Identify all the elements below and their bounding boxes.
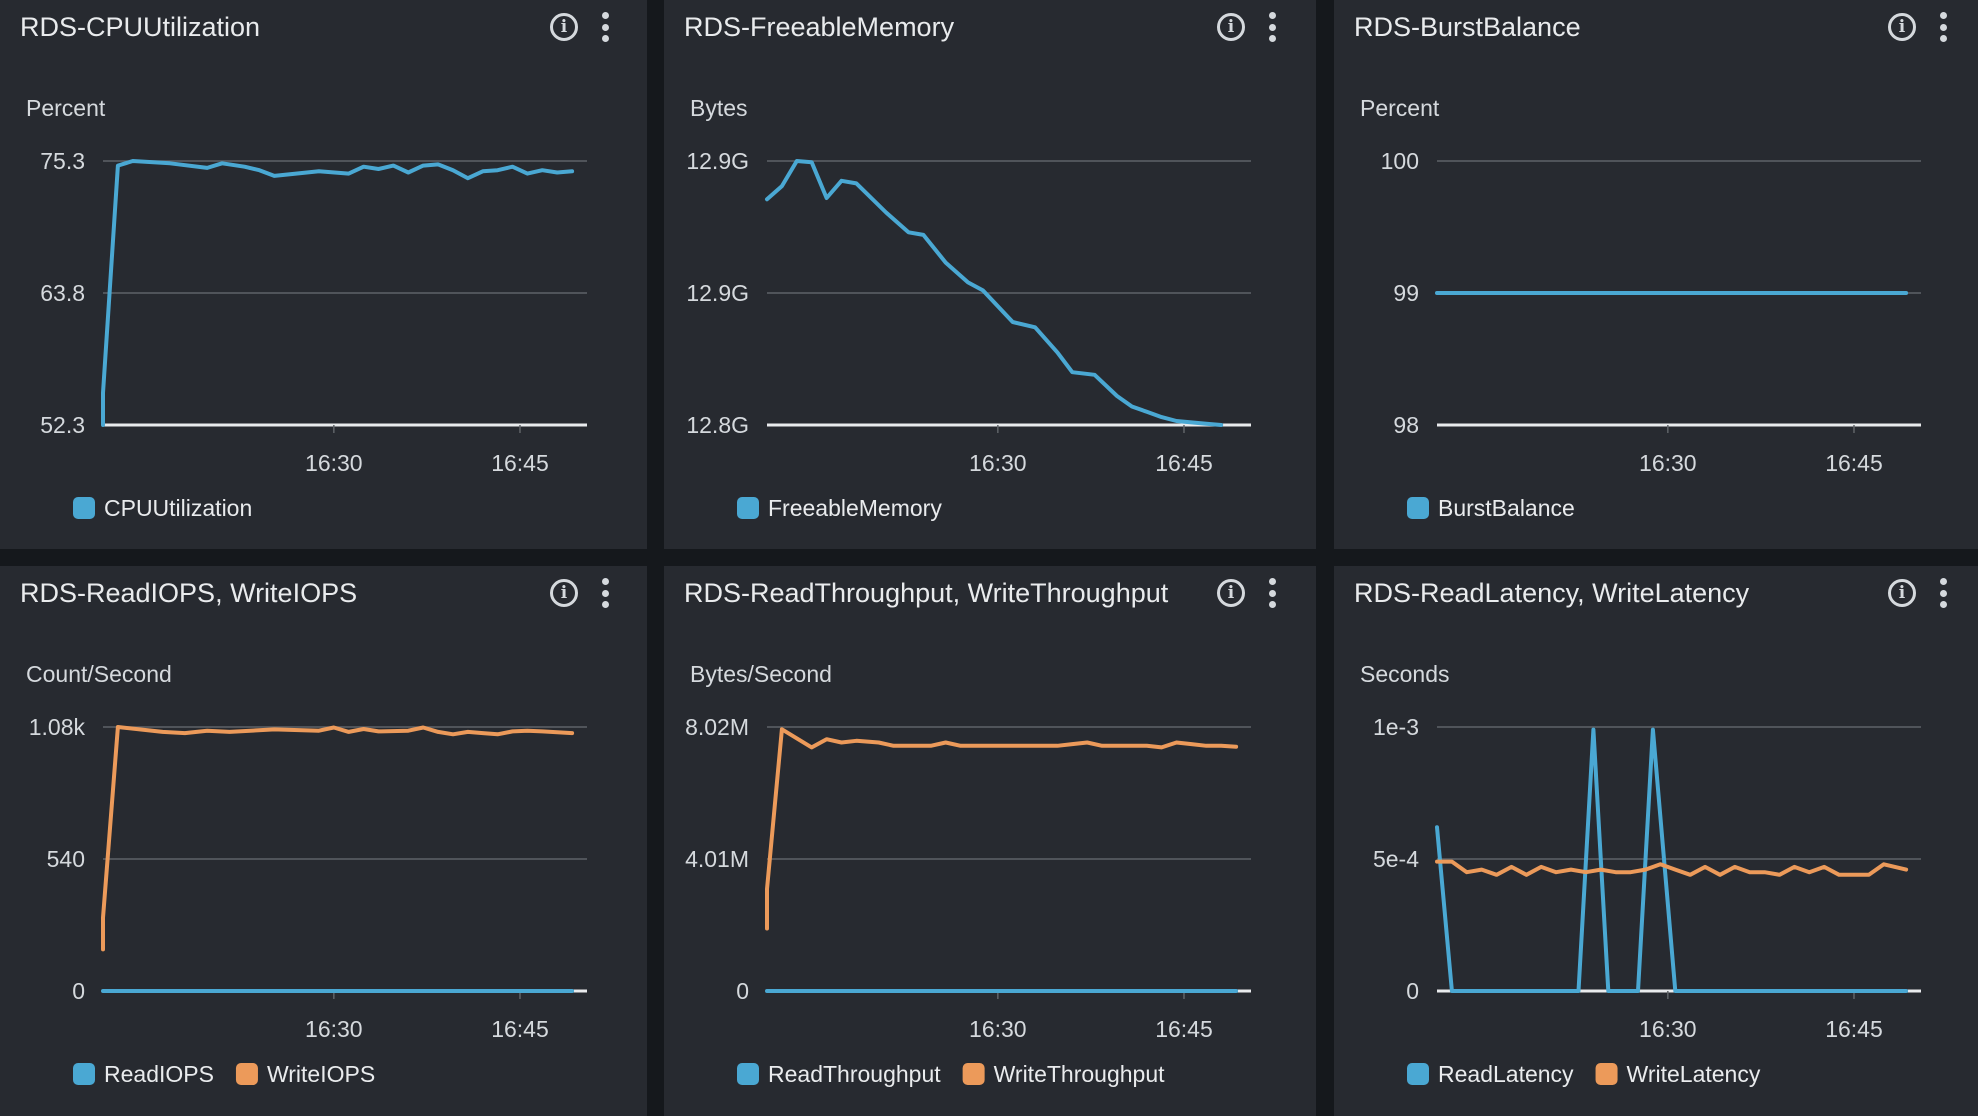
y-tick-label: 1.08k [29, 714, 86, 740]
y-tick-label: 0 [736, 978, 749, 1004]
y-tick-label: 4.01M [685, 846, 749, 872]
legend-swatch[interactable] [235, 1063, 258, 1085]
x-tick-label: 16:45 [1825, 450, 1883, 476]
more-vertical-icon[interactable] [1938, 578, 1948, 608]
x-tick-label: 16:45 [1155, 1016, 1213, 1042]
x-tick-label: 16:30 [969, 1016, 1027, 1042]
widget-title: RDS-BurstBalance [1354, 12, 1581, 42]
series-line-readlatency[interactable] [1435, 727, 1909, 993]
chart-read-write-throughput: Bytes/Second 0 4.01M 8.02M 16:30 16:45 ReadThr… [685, 661, 1251, 1087]
legend-swatch[interactable] [737, 497, 759, 519]
info-icon[interactable]: i [1217, 13, 1245, 41]
legend-swatch[interactable] [962, 1063, 985, 1085]
y-tick-label: 8.02M [685, 714, 749, 740]
chart-read-write-iops: Count/Second 0 540 1.08k 16:30 16:45 ReadIOPS W… [26, 661, 587, 1087]
legend-item-freeablememory[interactable]: FreeableMemory [768, 495, 942, 521]
widget-actions: i [550, 10, 610, 44]
legend-item-writelatency[interactable]: WriteLatency [1627, 1061, 1761, 1087]
y-axis-unit-label: Count/Second [26, 661, 172, 687]
widget-freeable-memory: RDS-FreeableMemory i Bytes 12.8G 12.9G 12.9… [664, 0, 1316, 549]
more-vertical-icon[interactable] [1267, 578, 1277, 608]
widget-actions: i [1888, 576, 1948, 610]
legend-swatch[interactable] [737, 1063, 759, 1085]
x-tick-label: 16:30 [1639, 1016, 1697, 1042]
y-tick-label: 100 [1381, 148, 1419, 174]
more-vertical-icon[interactable] [1267, 12, 1277, 42]
series-line-writethroughput[interactable] [765, 727, 1239, 931]
legend-swatch[interactable] [1407, 497, 1429, 519]
y-tick-label: 12.8G [686, 412, 749, 438]
widget-title: RDS-CPUUtilization [20, 12, 261, 42]
widget-title: RDS-FreeableMemory [684, 12, 955, 42]
chart-cpu-utilization: Percent 52.3 63.8 75.3 16:30 16:45 CPUUtilizat… [26, 95, 587, 521]
series-line-cpuutilization[interactable] [101, 159, 575, 427]
y-tick-label: 5e-4 [1373, 846, 1419, 872]
series-line-writelatency[interactable] [1435, 859, 1909, 877]
widget-actions: i [1217, 576, 1277, 610]
info-icon[interactable]: i [1888, 13, 1916, 41]
y-tick-label: 12.9G [686, 148, 749, 174]
series-line-freeablememory[interactable] [765, 159, 1224, 427]
y-tick-label: 98 [1393, 412, 1419, 438]
x-tick-label: 16:45 [1825, 1016, 1883, 1042]
widget-actions: i [1888, 10, 1948, 44]
y-axis-unit-label: Percent [26, 95, 106, 121]
y-tick-label: 75.3 [40, 148, 85, 174]
x-tick-label: 16:30 [1639, 450, 1697, 476]
chart-read-write-latency: Seconds 0 5e-4 1e-3 16:30 16:45 ReadLatency Wri… [1360, 661, 1921, 1087]
legend-item-cpuutilization[interactable]: CPUUtilization [104, 495, 252, 521]
x-tick-label: 16:30 [305, 450, 363, 476]
info-icon[interactable]: i [1217, 579, 1245, 607]
more-vertical-icon[interactable] [600, 12, 610, 42]
info-icon[interactable]: i [550, 579, 578, 607]
more-vertical-icon[interactable] [600, 578, 610, 608]
y-axis-unit-label: Bytes/Second [690, 661, 832, 687]
legend-item-writeiops[interactable]: WriteIOPS [267, 1061, 375, 1087]
more-vertical-icon[interactable] [1938, 12, 1948, 42]
y-tick-label: 63.8 [40, 280, 85, 306]
chart-burst-balance: Percent 98 99 100 16:30 16:45 BurstBalance [1360, 95, 1921, 521]
widget-title: RDS-ReadIOPS, WriteIOPS [20, 578, 358, 608]
legend-swatch[interactable] [73, 497, 95, 519]
widget-read-write-throughput: RDS-ReadThroughput, WriteThroughput i By… [664, 566, 1316, 1116]
x-tick-label: 16:30 [969, 450, 1027, 476]
y-tick-label: 1e-3 [1373, 714, 1419, 740]
info-icon[interactable]: i [550, 13, 578, 41]
legend-item-writethroughput[interactable]: WriteThroughput [994, 1061, 1165, 1087]
legend-item-burstbalance[interactable]: BurstBalance [1438, 495, 1575, 521]
widget-read-write-iops: RDS-ReadIOPS, WriteIOPS i Count/Second 0 5… [0, 566, 647, 1116]
widget-actions: i [550, 576, 610, 610]
x-tick-label: 16:45 [1155, 450, 1213, 476]
legend-swatch[interactable] [1595, 1063, 1618, 1085]
widget-title: RDS-ReadLatency, WriteLatency [1354, 578, 1750, 608]
widget-burst-balance: RDS-BurstBalance i Percent 98 99 100 16:30 16… [1334, 0, 1978, 549]
y-tick-label: 0 [1406, 978, 1419, 1004]
legend-item-readiops[interactable]: ReadIOPS [104, 1061, 214, 1087]
widget-title: RDS-ReadThroughput, WriteThroughput [684, 578, 1169, 608]
legend-swatch[interactable] [1407, 1063, 1429, 1085]
x-tick-label: 16:30 [305, 1016, 363, 1042]
y-tick-label: 99 [1393, 280, 1419, 306]
series-line-writeiops[interactable] [101, 725, 575, 952]
y-tick-label: 12.9G [686, 280, 749, 306]
x-tick-label: 16:45 [491, 1016, 549, 1042]
widget-actions: i [1217, 10, 1277, 44]
y-tick-label: 52.3 [40, 412, 85, 438]
y-axis-unit-label: Percent [1360, 95, 1440, 121]
y-tick-label: 0 [72, 978, 85, 1004]
legend-item-readlatency[interactable]: ReadLatency [1438, 1061, 1574, 1087]
widget-cpu-utilization: RDS-CPUUtilization i Percent 52.3 63.8 75.3… [0, 0, 647, 549]
x-tick-label: 16:45 [491, 450, 549, 476]
info-icon[interactable]: i [1888, 579, 1916, 607]
chart-freeable-memory: Bytes 12.8G 12.9G 12.9G 16:30 16:45 FreeableMe… [686, 95, 1251, 521]
y-axis-unit-label: Seconds [1360, 661, 1450, 687]
y-axis-unit-label: Bytes [690, 95, 748, 121]
legend-swatch[interactable] [73, 1063, 95, 1085]
y-tick-label: 540 [47, 846, 85, 872]
widget-read-write-latency: RDS-ReadLatency, WriteLatency i Seconds 0… [1334, 566, 1978, 1116]
legend-item-readthroughput[interactable]: ReadThroughput [768, 1061, 941, 1087]
